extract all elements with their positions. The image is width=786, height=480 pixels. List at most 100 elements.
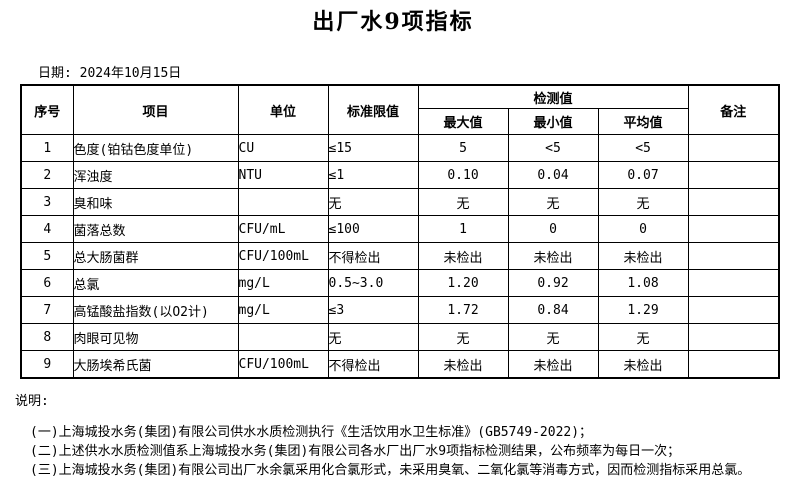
table-header: 序号 项目 单位 标准限值 检测值 备注 最大值 最小值 平均值 — [20, 84, 780, 135]
row-limit: 无 — [327, 188, 419, 216]
note-item-1: (一)上海城投水务(集团)有限公司供水水质检测执行《生活饮用水卫生标准》(GB5… — [30, 425, 593, 440]
row-no: 9 — [20, 350, 74, 379]
row-limit: ≤100 — [327, 215, 419, 243]
table-row: 7 高锰酸盐指数(以O2计) mg/L ≤3 1.72 0.84 1.29 — [20, 296, 780, 324]
row-limit: ≤1 — [327, 161, 419, 189]
row-avg: 1.29 — [597, 296, 689, 324]
row-item: 浑浊度 — [72, 161, 239, 189]
row-unit: NTU — [237, 161, 329, 189]
row-avg: <5 — [597, 134, 689, 162]
note-item-3: (三)上海城投水务(集团)有限公司出厂水余氯采用化合氯形式，未采用臭氧、二氧化氯… — [30, 463, 751, 478]
row-min: 0.84 — [507, 296, 599, 324]
col-header-detect: 检测值 — [417, 84, 689, 109]
row-avg: 1.08 — [597, 269, 689, 297]
row-remark — [687, 350, 780, 379]
col-header-min: 最小值 — [507, 108, 599, 135]
row-no: 2 — [20, 161, 74, 189]
row-max: 1.72 — [417, 296, 509, 324]
row-unit — [237, 188, 329, 216]
row-item: 高锰酸盐指数(以O2计) — [72, 296, 239, 324]
row-no: 3 — [20, 188, 74, 216]
row-max: 1 — [417, 215, 509, 243]
row-no: 6 — [20, 269, 74, 297]
table-row: 3 臭和味 无 无 无 无 — [20, 188, 780, 216]
col-header-remark: 备注 — [687, 84, 780, 135]
row-max: 5 — [417, 134, 509, 162]
row-item: 肉眼可见物 — [72, 323, 239, 351]
row-avg: 未检出 — [597, 350, 689, 379]
note-item-2: (二)上述供水水质检测值系上海城投水务(集团)有限公司各水厂出厂水9项指标检测结… — [30, 444, 681, 459]
row-item: 菌落总数 — [72, 215, 239, 243]
header-row-1: 序号 项目 单位 标准限值 检测值 备注 — [20, 84, 780, 135]
row-min: 0 — [507, 215, 599, 243]
col-header-no: 序号 — [20, 84, 74, 135]
row-remark — [687, 161, 780, 189]
row-unit: CU — [237, 134, 329, 162]
row-max: 1.20 — [417, 269, 509, 297]
row-unit: CFU/100mL — [237, 242, 329, 270]
row-limit: 0.5~3.0 — [327, 269, 419, 297]
col-header-limit: 标准限值 — [327, 84, 419, 135]
page-title: 出厂水9项指标 — [312, 9, 474, 35]
row-no: 5 — [20, 242, 74, 270]
notes-label: 说明: — [15, 394, 49, 409]
row-unit: CFU/mL — [237, 215, 329, 243]
row-max: 无 — [417, 323, 509, 351]
col-header-max: 最大值 — [417, 108, 509, 135]
row-no: 7 — [20, 296, 74, 324]
row-min: 0.92 — [507, 269, 599, 297]
table-row: 4 菌落总数 CFU/mL ≤100 1 0 0 — [20, 215, 780, 243]
row-avg: 无 — [597, 323, 689, 351]
table-row: 1 色度(铂钴色度单位) CU ≤15 5 <5 <5 — [20, 134, 780, 162]
row-limit: 不得检出 — [327, 350, 419, 379]
report-page: 出厂水9项指标 日期: 2024年10月15日 序号 项目 单位 标准限值 检测… — [0, 4, 786, 480]
row-unit: CFU/100mL — [237, 350, 329, 379]
col-header-unit: 单位 — [237, 84, 329, 135]
row-unit: mg/L — [237, 269, 329, 297]
row-avg: 未检出 — [597, 242, 689, 270]
table-row: 5 总大肠菌群 CFU/100mL 不得检出 未检出 未检出 未检出 — [20, 242, 780, 270]
table-row: 2 浑浊度 NTU ≤1 0.10 0.04 0.07 — [20, 161, 780, 189]
row-item: 总大肠菌群 — [72, 242, 239, 270]
header-row-2: 最大值 最小值 平均值 — [21, 108, 779, 135]
row-remark — [687, 323, 780, 351]
row-remark — [687, 269, 780, 297]
row-min: 未检出 — [507, 350, 599, 379]
report-date: 日期: 2024年10月15日 — [38, 66, 182, 81]
table-row: 6 总氯 mg/L 0.5~3.0 1.20 0.92 1.08 — [20, 269, 780, 297]
row-remark — [687, 215, 780, 243]
table-body: 1 色度(铂钴色度单位) CU ≤15 5 <5 <5 2 浑浊度 NTU ≤1… — [20, 134, 780, 379]
row-item: 色度(铂钴色度单位) — [72, 134, 239, 162]
row-no: 8 — [20, 323, 74, 351]
row-unit: mg/L — [237, 296, 329, 324]
row-no: 4 — [20, 215, 74, 243]
row-max: 0.10 — [417, 161, 509, 189]
col-header-item: 项目 — [72, 84, 239, 135]
row-min: 0.04 — [507, 161, 599, 189]
row-item: 总氯 — [72, 269, 239, 297]
row-limit: ≤15 — [327, 134, 419, 162]
row-remark — [687, 296, 780, 324]
row-max: 未检出 — [417, 242, 509, 270]
row-remark — [687, 188, 780, 216]
row-avg: 0 — [597, 215, 689, 243]
row-min: 无 — [507, 323, 599, 351]
row-limit: 无 — [327, 323, 419, 351]
row-min: 未检出 — [507, 242, 599, 270]
table-row: 8 肉眼可见物 无 无 无 无 — [20, 323, 780, 351]
notes-section: 说明: (一)上海城投水务(集团)有限公司供水水质检测执行《生活饮用水卫生标准》… — [15, 390, 786, 480]
table-row: 9 大肠埃希氏菌 CFU/100mL 不得检出 未检出 未检出 未检出 — [20, 350, 780, 379]
row-item: 大肠埃希氏菌 — [72, 350, 239, 379]
row-max: 未检出 — [417, 350, 509, 379]
row-max: 无 — [417, 188, 509, 216]
row-limit: 不得检出 — [327, 242, 419, 270]
row-remark — [687, 134, 780, 162]
row-limit: ≤3 — [327, 296, 419, 324]
indicators-table: 序号 项目 单位 标准限值 检测值 备注 最大值 最小值 平均值 1 色度(铂钴… — [20, 84, 781, 379]
row-no: 1 — [20, 134, 74, 162]
row-avg: 无 — [597, 188, 689, 216]
row-remark — [687, 242, 780, 270]
row-min: <5 — [507, 134, 599, 162]
row-item: 臭和味 — [72, 188, 239, 216]
row-unit — [237, 323, 329, 351]
